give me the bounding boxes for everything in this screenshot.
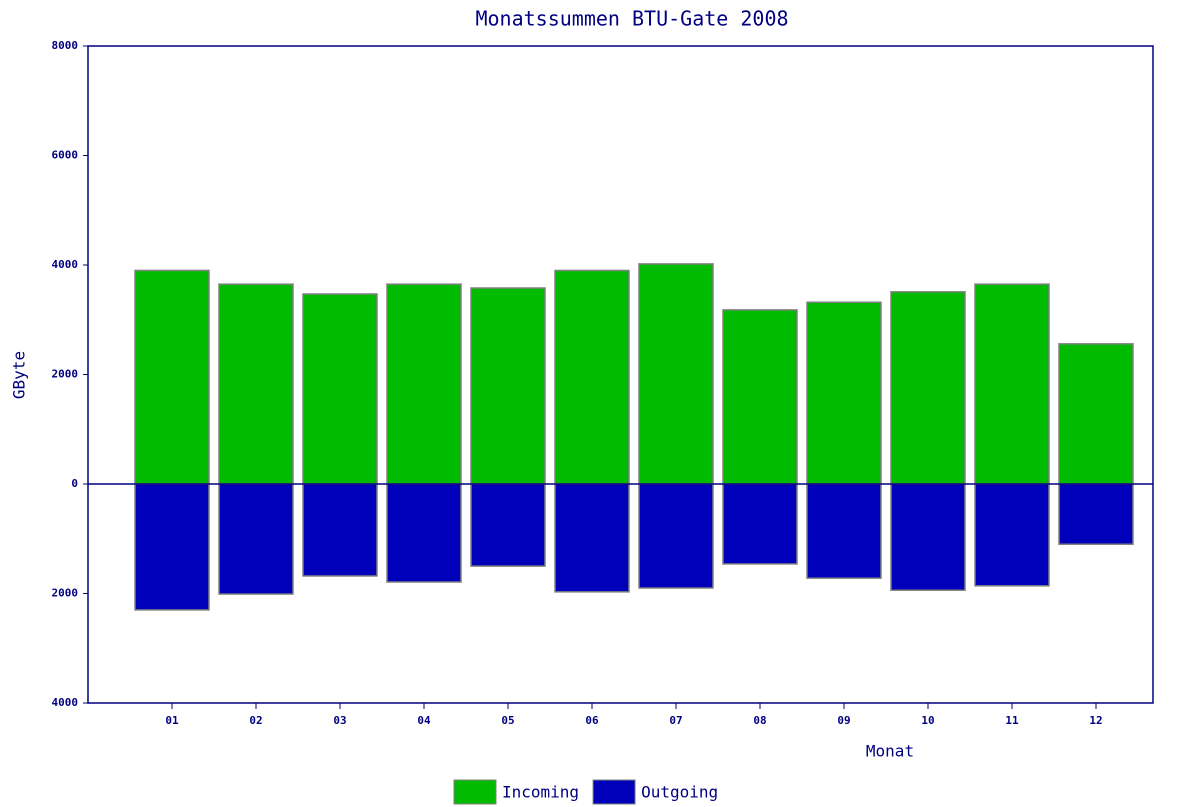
y-tick-label: 8000 [52, 39, 79, 52]
bar [722, 483, 798, 565]
y-tick-label: 0 [71, 477, 78, 490]
bar [806, 301, 882, 485]
y-tick-label: 2000 [52, 368, 79, 381]
x-tick-label: 11 [1005, 714, 1019, 727]
bar [1058, 483, 1134, 545]
bar [218, 283, 294, 485]
bar [974, 483, 1050, 587]
bar [218, 483, 294, 595]
chart-title: Monatssummen BTU-Gate 2008 [475, 7, 788, 31]
bar [470, 287, 546, 485]
bar [302, 483, 378, 577]
bar [638, 263, 714, 485]
legend-swatch [453, 779, 497, 805]
x-tick-label: 09 [837, 714, 850, 727]
x-tick-label: 05 [501, 714, 514, 727]
x-tick-label: 10 [921, 714, 934, 727]
x-tick-label: 03 [333, 714, 346, 727]
bar [890, 291, 966, 485]
bar [134, 483, 210, 611]
y-axis-label: GByte [10, 351, 29, 399]
x-tick-label: 04 [417, 714, 431, 727]
bar [974, 283, 1050, 485]
bar [1058, 343, 1134, 485]
y-tick-label: 6000 [52, 149, 79, 162]
bar [722, 309, 798, 485]
bar [806, 483, 882, 579]
x-tick-label: 01 [165, 714, 179, 727]
y-tick-label: 2000 [52, 587, 79, 600]
bar [470, 483, 546, 567]
bar [638, 483, 714, 589]
x-tick-label: 07 [669, 714, 682, 727]
legend-label: Incoming [502, 783, 579, 802]
bar [302, 293, 378, 485]
x-tick-label: 12 [1089, 714, 1102, 727]
bar [554, 269, 630, 485]
bar [134, 269, 210, 485]
bar [554, 483, 630, 593]
legend-swatch [592, 779, 636, 805]
x-tick-label: 08 [753, 714, 766, 727]
x-axis-label: Monat [866, 742, 914, 761]
x-tick-label: 06 [585, 714, 599, 727]
y-tick-label: 4000 [52, 696, 79, 709]
x-tick-label: 02 [249, 714, 262, 727]
legend-label: Outgoing [641, 783, 718, 802]
bar [890, 483, 966, 591]
y-tick-label: 4000 [52, 258, 79, 271]
bar [386, 483, 462, 583]
bar [386, 283, 462, 485]
